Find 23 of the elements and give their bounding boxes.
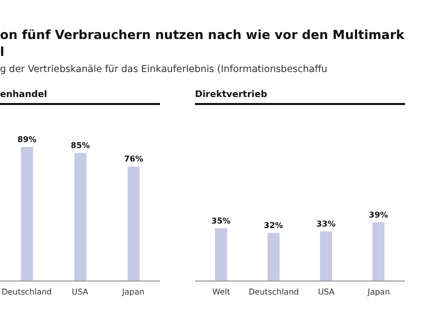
data-label: 32%: [264, 220, 284, 230]
chart-title: enhandel: [0, 90, 160, 105]
data-label: 35%: [211, 216, 231, 226]
x-tick-label: Deutschland: [248, 288, 299, 297]
bar: [268, 232, 280, 281]
x-tick-label: USA: [318, 288, 336, 297]
data-label: 89%: [17, 135, 37, 144]
x-tick-label: Japan: [121, 288, 144, 297]
data-label: 85%: [70, 141, 90, 150]
chart-title: Direktvertrieb: [195, 90, 405, 105]
data-label: 76%: [124, 154, 144, 164]
data-label: 33%: [316, 219, 336, 228]
x-tick-label: Deutschland: [2, 288, 52, 297]
text: l: [0, 43, 6, 60]
bar: [372, 222, 384, 281]
x-tick-label: Welt: [212, 288, 230, 297]
bar: [320, 231, 332, 281]
data-label: 39%: [368, 210, 388, 220]
bar: [215, 228, 227, 281]
x-tick-label: USA: [72, 288, 89, 297]
text: on fünf Verbrauchern nutzen nach wie vor den Multimark: [0, 26, 406, 43]
x-tick-label: Japan: [366, 288, 390, 297]
chart-subtitle: g der Vertriebskanäle für das Einkauferlebnis (Informationsbeschaffu: [0, 64, 328, 75]
